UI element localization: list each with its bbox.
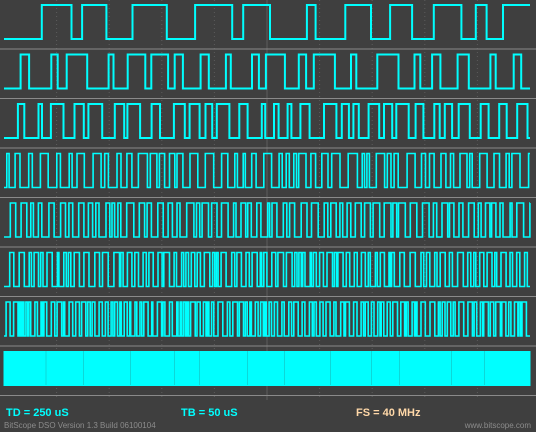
channel-0-trace bbox=[4, 4, 530, 40]
channel-5-trace bbox=[4, 251, 530, 288]
channel-3-trace bbox=[4, 152, 530, 189]
version-label: BitScope DSO Version 1.3 Build 06100104 bbox=[4, 421, 156, 430]
website-label: www.bitscope.com bbox=[464, 421, 531, 430]
logic-display[interactable] bbox=[0, 0, 536, 404]
channel-1-trace bbox=[4, 53, 530, 90]
time-delay-readout: TD = 250 uS bbox=[6, 407, 69, 419]
channel-2-trace bbox=[4, 103, 530, 139]
timebase-readout: TB = 50 uS bbox=[181, 407, 238, 419]
channel-7-trace bbox=[3, 351, 531, 386]
channel-4-trace bbox=[4, 202, 531, 238]
channel-6-trace bbox=[4, 301, 530, 337]
sample-rate-readout: FS = 40 MHz bbox=[356, 407, 421, 419]
